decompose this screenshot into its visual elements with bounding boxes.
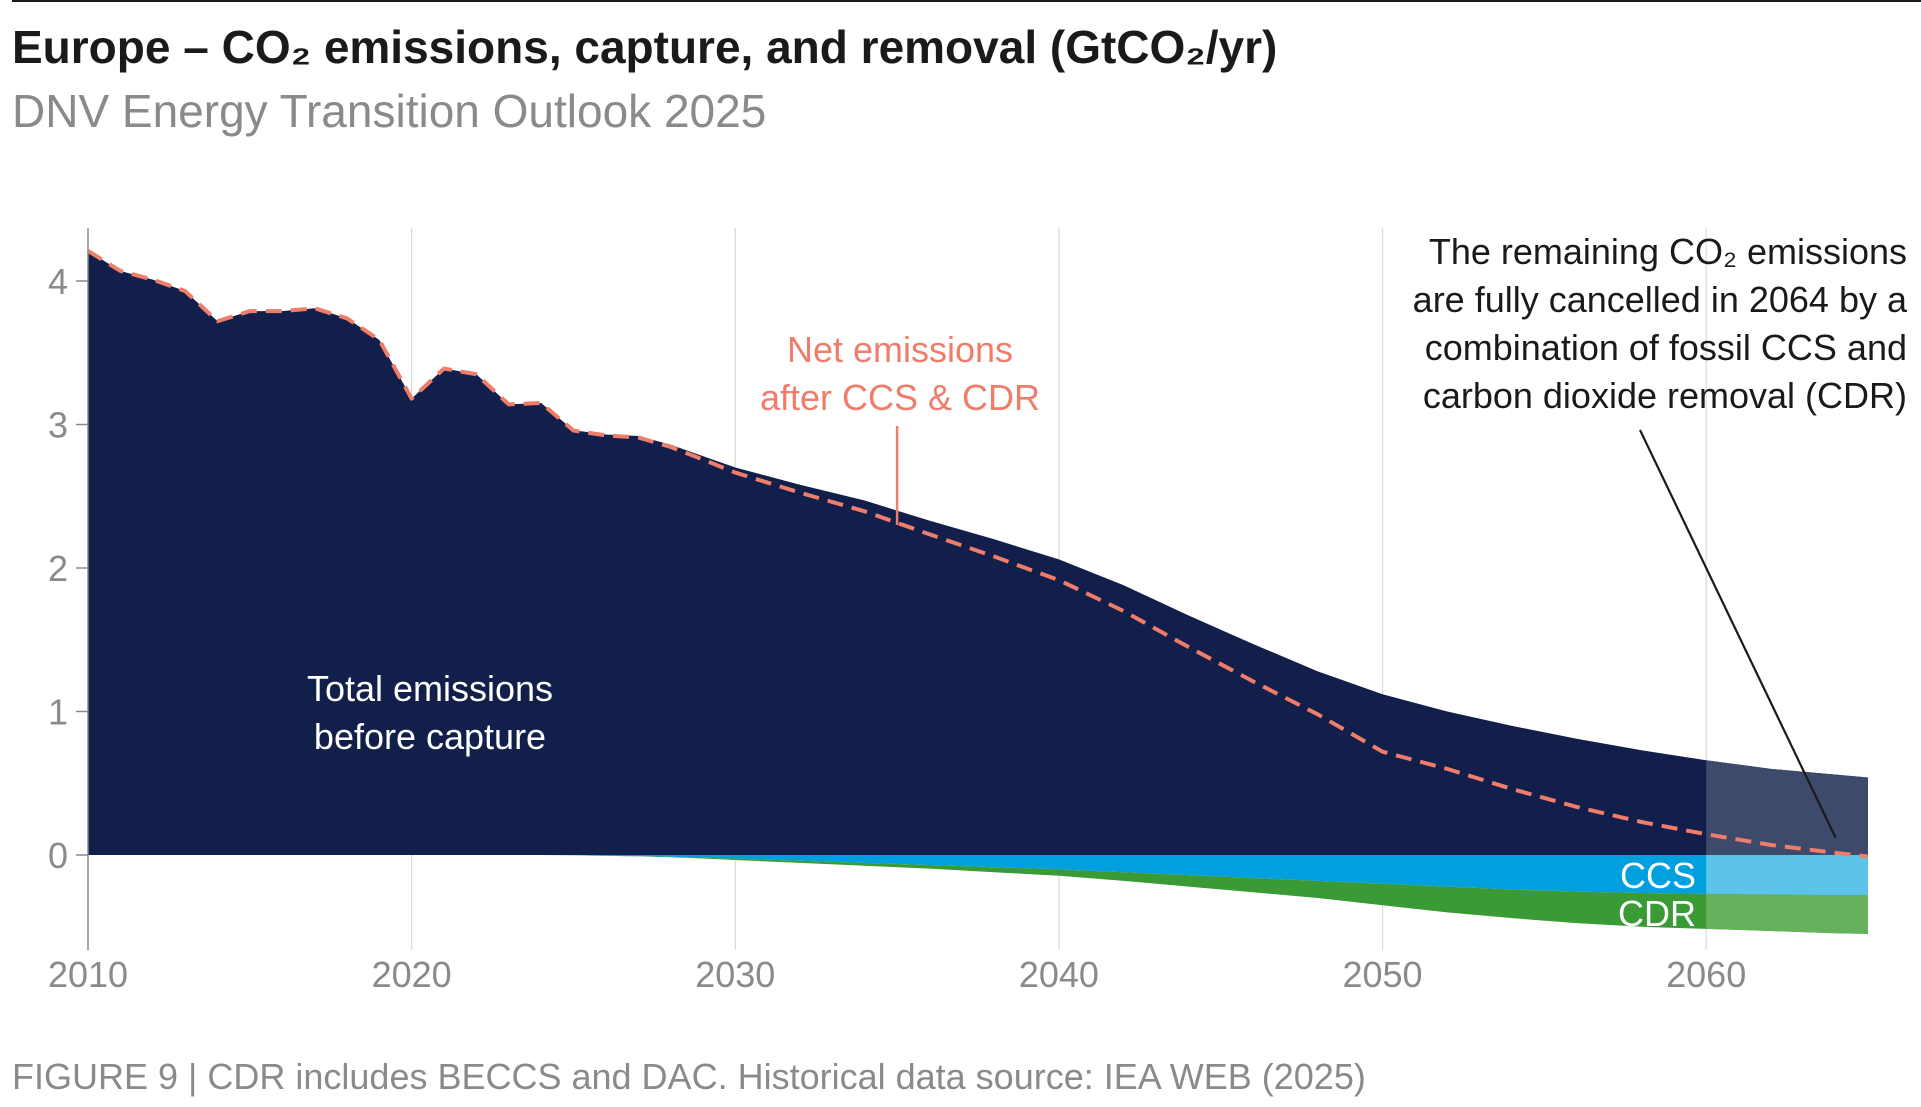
annotation-line-4: carbon dioxide removal (CDR) <box>1423 375 1907 416</box>
chart-subtitle: DNV Energy Transition Outlook 2025 <box>12 85 767 137</box>
net-emissions-label-line1: Net emissions <box>787 329 1013 370</box>
x-tick-label-2050: 2050 <box>1342 954 1422 995</box>
cdr-label: CDR <box>1618 893 1696 934</box>
x-tick-label-2040: 2040 <box>1019 954 1099 995</box>
x-tick-label-2030: 2030 <box>695 954 775 995</box>
ccs-area <box>88 855 1868 896</box>
y-tick-label-4: 4 <box>48 261 68 302</box>
total-emissions-label-line2: before capture <box>314 716 546 757</box>
cdr-area-highlight <box>1706 893 1868 934</box>
y-tick-label-3: 3 <box>48 405 68 446</box>
chart-title: Europe – CO₂ emissions, capture, and rem… <box>12 21 1278 73</box>
y-tick-label-0: 0 <box>48 835 68 876</box>
y-tick-label-2: 2 <box>48 548 68 589</box>
ccs-label: CCS <box>1620 855 1696 896</box>
annotation-line-3: combination of fossil CCS and <box>1425 327 1907 368</box>
cdr-area <box>88 855 1868 934</box>
annotation-line-1: The remaining CO₂ emissions <box>1429 231 1907 272</box>
total-emissions-area-highlight <box>1706 760 1868 855</box>
y-tick-label-1: 1 <box>48 692 68 733</box>
annotation-line-2: are fully cancelled in 2064 by a <box>1413 279 1908 320</box>
total-emissions-label-line1: Total emissions <box>307 668 553 709</box>
emissions-chart: 0 1 2 3 4 2010 2020 2030 2040 2050 2060 Total emiss… <box>48 228 1908 995</box>
annotation-leader-line <box>1639 429 1837 839</box>
net-emissions-line <box>86 249 1869 859</box>
ccs-area-highlight <box>1706 855 1868 896</box>
x-tick-label-2020: 2020 <box>372 954 452 995</box>
top-rule <box>12 0 1921 2</box>
net-emissions-label-line2: after CCS & CDR <box>760 377 1040 418</box>
x-tick-label-2010: 2010 <box>48 954 128 995</box>
figure-caption: FIGURE 9 | CDR includes BECCS and DAC. H… <box>12 1056 1366 1097</box>
x-tick-label-2060: 2060 <box>1666 954 1746 995</box>
